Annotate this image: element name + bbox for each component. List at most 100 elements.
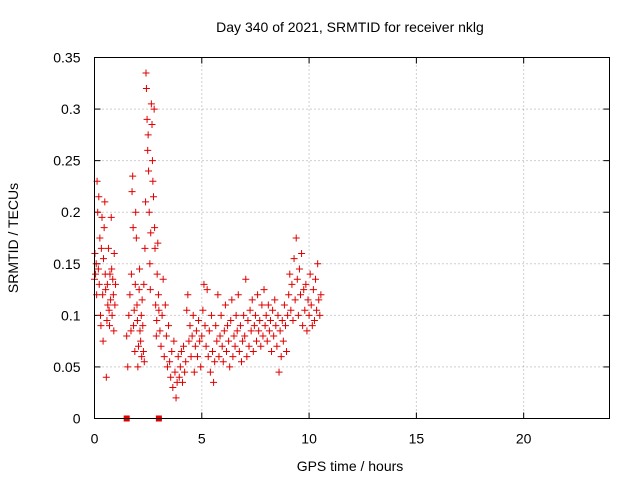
data-point	[233, 327, 241, 335]
data-point	[202, 342, 210, 350]
data-point	[181, 368, 189, 376]
data-point	[290, 255, 298, 263]
data-point	[134, 342, 142, 350]
data-point	[197, 363, 205, 371]
data-point	[139, 347, 147, 355]
data-point	[249, 347, 257, 355]
data-point	[308, 322, 316, 330]
data-point	[221, 301, 229, 309]
data-point	[124, 363, 132, 371]
data-point	[239, 337, 247, 345]
data-point	[227, 317, 235, 325]
data-point	[107, 296, 115, 304]
data-point	[145, 167, 153, 175]
data-point	[307, 301, 315, 309]
data-point	[189, 311, 197, 319]
data-point	[144, 146, 152, 154]
data-point	[105, 306, 113, 314]
data-point	[256, 317, 264, 325]
data-point	[95, 280, 103, 288]
data-point	[150, 193, 158, 201]
data-point	[108, 311, 116, 319]
data-point	[231, 342, 239, 350]
data-point	[191, 342, 199, 350]
data-point	[183, 306, 191, 314]
data-point	[201, 322, 209, 330]
data-point	[96, 234, 104, 242]
data-point	[153, 317, 161, 325]
data-point	[150, 105, 158, 113]
data-point	[101, 198, 109, 206]
data-point	[153, 270, 161, 278]
data-point	[182, 358, 190, 366]
data-point	[154, 239, 162, 247]
data-point	[242, 275, 250, 283]
data-point	[144, 131, 152, 139]
data-point	[304, 296, 312, 304]
y-tick-label: 0.2	[61, 204, 81, 220]
data-point	[128, 188, 136, 196]
data-point	[176, 363, 184, 371]
data-point	[277, 353, 285, 361]
data-point	[216, 332, 224, 340]
data-point	[146, 286, 154, 294]
data-point	[168, 347, 176, 355]
data-point	[172, 394, 180, 402]
data-point	[162, 332, 170, 340]
data-point	[245, 342, 253, 350]
data-point	[204, 353, 212, 361]
data-point	[161, 301, 169, 309]
data-point	[217, 311, 225, 319]
data-point	[299, 322, 307, 330]
plot-frame	[94, 57, 610, 419]
data-point	[284, 311, 292, 319]
y-tick-labels: 0 0.05 0.1 0.15 0.2 0.25 0.3 0.35	[53, 50, 80, 427]
data-point	[142, 69, 150, 77]
data-point	[109, 275, 117, 283]
data-point	[301, 306, 309, 314]
data-point	[317, 291, 325, 299]
data-point	[262, 311, 270, 319]
data-point	[211, 358, 219, 366]
data-point	[241, 332, 249, 340]
data-point	[207, 311, 215, 319]
x-tick-label: 0	[91, 431, 99, 447]
data-point	[108, 265, 116, 273]
y-tick-label: 0.05	[53, 359, 80, 375]
data-point	[280, 301, 288, 309]
data-point	[156, 327, 164, 335]
data-point	[306, 270, 314, 278]
data-point	[103, 280, 111, 288]
data-point	[130, 306, 138, 314]
data-point	[143, 115, 151, 123]
data-point	[175, 373, 183, 381]
data-point	[194, 353, 201, 361]
data-point	[102, 373, 110, 381]
data-point	[247, 327, 255, 335]
data-point	[305, 311, 313, 319]
points-layer	[91, 69, 325, 422]
data-point	[310, 317, 318, 325]
data-point	[151, 244, 159, 252]
data-point	[138, 296, 146, 304]
data-point	[135, 286, 143, 294]
data-point	[300, 286, 308, 294]
data-point	[265, 327, 273, 335]
x-tick-labels: 0 5 10 15 20	[91, 431, 532, 447]
chart-title: Day 340 of 2021, SRMTID for receiver nkl…	[216, 19, 484, 35]
data-point	[185, 337, 193, 345]
data-point	[196, 337, 204, 345]
data-point	[283, 347, 291, 355]
data-point	[228, 296, 236, 304]
data-point	[219, 358, 227, 366]
x-tick-label: 20	[516, 431, 532, 447]
data-point	[147, 100, 155, 108]
data-point	[130, 322, 138, 330]
data-point	[97, 311, 105, 319]
data-point	[160, 353, 168, 361]
data-point	[123, 332, 131, 340]
data-point	[250, 322, 258, 330]
data-point	[188, 332, 196, 340]
data-point	[200, 280, 208, 288]
